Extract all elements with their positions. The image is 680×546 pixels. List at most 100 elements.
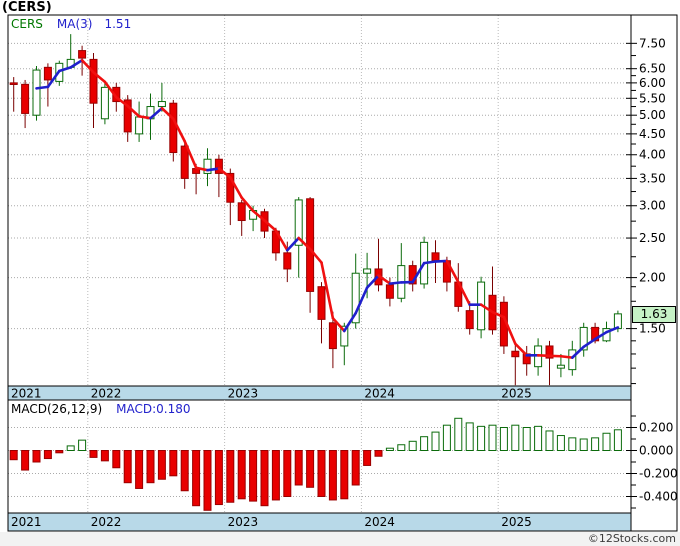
year-label: 2023 [228,515,259,529]
macd-axis-label: -0.200 [639,467,678,481]
candle [351,253,360,329]
chart-frame [7,14,678,532]
year-label: 2025 [501,387,532,401]
macd-bar [157,450,166,480]
price-axis-label: 2.00 [639,271,666,285]
macd-bar [55,450,64,454]
macd-bar [146,450,155,484]
macd-bar [579,438,588,451]
macd-panel-legend: MACD(26,12,9) MACD:0.180 [11,402,191,416]
price-axis-label: 7.50 [639,36,666,50]
price-axis-label: 3.50 [639,171,666,185]
candle [32,65,41,121]
macd-bar [214,450,223,506]
macd-bar [602,432,611,451]
macd-bar [249,450,258,502]
year-label: 2022 [91,387,122,401]
year-label: 2023 [228,387,259,401]
ma-line [35,58,620,359]
macd-bar [363,450,372,466]
year-label: 2024 [364,387,395,401]
macd-axis-label: 0.200 [639,421,673,435]
candle [157,82,166,112]
macd-histogram [9,417,622,511]
candle [203,148,212,187]
price-axis-label: 5.00 [639,108,666,122]
macd-bar [203,450,212,511]
macd-bar [408,440,417,451]
macd-bar [78,439,87,451]
candle [100,82,109,125]
footer-strip [0,532,680,546]
macd-bar [100,450,109,462]
macd-bar [340,450,349,500]
legend-ma-value: 1.51 [104,17,132,31]
macd-bar [534,425,543,452]
macd-bar [328,450,337,501]
price-axis-label: 3.00 [639,199,666,213]
price-axis-label: 1.50 [639,322,666,336]
macd-bar [43,450,52,460]
candle [123,95,132,142]
page-title: (CERS) [2,0,52,15]
macd-bar [123,450,132,484]
macd-bar [568,437,577,452]
macd-bar [9,450,18,461]
macd-bar [351,450,360,486]
price-axis-label: 6.00 [639,76,666,90]
macd-bar [237,450,246,500]
candle [465,301,474,335]
macd-bar [385,447,394,452]
candle [374,238,383,292]
macd-bar [112,450,121,469]
candle [9,77,18,112]
candle [511,343,520,386]
macd-bar [294,450,303,486]
macd-bar [488,424,497,452]
price-axis-label: 5.50 [639,91,666,105]
candle [556,353,565,378]
candle [89,53,98,129]
candle [214,154,223,198]
macd-bar [32,450,41,463]
candle [180,141,189,189]
candle [545,340,554,386]
macd-bar [420,436,429,452]
legend-ma-label: MA(3) [56,17,93,31]
macd-bar [271,450,280,501]
macd-bar [306,450,315,488]
price-axis-label: 2.50 [639,231,666,245]
last-price-badge: 1.63 [632,305,676,323]
macd-bar [613,429,622,451]
macd-bar [454,417,463,451]
macd-axis-label: -0.400 [639,490,678,504]
candlestick-series [9,34,622,386]
macd-bar [511,424,520,452]
macd-legend-value: MACD:0.180 [116,402,191,416]
macd-bar [442,424,451,452]
year-label: 2021 [11,515,42,529]
macd-axis: 0.200 0.000 -0.200 -0.400 [626,415,678,509]
year-label: 2024 [364,515,395,529]
candle [534,338,543,376]
macd-bar [169,450,178,477]
macd-bar [283,450,292,497]
legend-symbol: CERS [11,17,43,31]
macd-bar [499,427,508,451]
macd-bar [556,435,565,451]
year-label: 2021 [11,387,42,401]
macd-bar [66,445,75,451]
macd-bar [397,444,406,451]
candle [21,79,30,129]
candle [66,34,75,69]
year-axis: 2021 2021 2022 2022 2023 2023 2024 2024 2025 2025 [11,15,532,529]
macd-bar [89,450,98,458]
candle [306,197,315,313]
macd-bar [591,437,600,452]
price-axis-label: 4.00 [639,148,666,162]
price-axis-label: 4.50 [639,127,666,141]
macd-bar [192,450,201,507]
price-panel-legend: CERS MA(3) 1.51 [11,17,131,31]
